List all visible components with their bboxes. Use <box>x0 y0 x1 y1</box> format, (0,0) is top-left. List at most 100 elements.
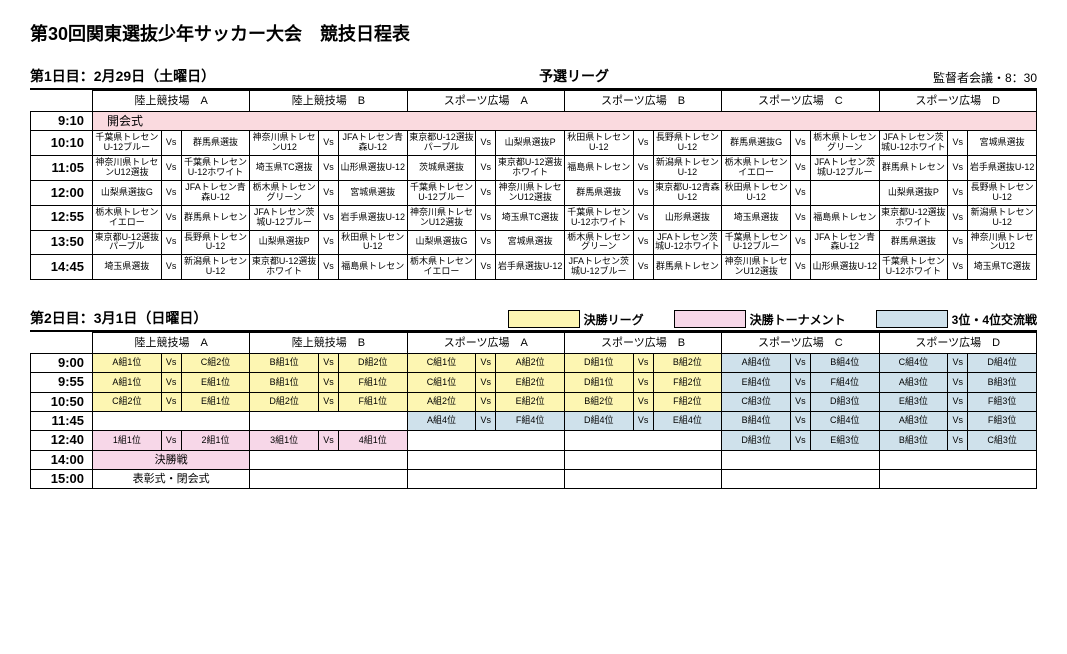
venue-header: 陸上競技場 B <box>250 333 407 354</box>
team-cell: E組2位 <box>496 373 565 392</box>
team-cell: 長野県トレセンU-12 <box>968 180 1037 205</box>
time-cell: 9:55 <box>31 373 93 392</box>
time-cell: 11:45 <box>31 412 93 431</box>
team-cell: 3組1位 <box>250 431 319 450</box>
team-cell: A組2位 <box>496 354 565 373</box>
team-cell: F組3位 <box>968 392 1037 411</box>
venue-header: スポーツ広場 C <box>722 91 879 112</box>
vs-cell: Vs <box>633 156 653 181</box>
team-cell: 山形県選抜U-12 <box>338 156 407 181</box>
team-cell: 埼玉県TC選抜 <box>968 255 1037 280</box>
team-cell: A組4位 <box>407 412 476 431</box>
venue-header: スポーツ広場 B <box>564 333 721 354</box>
team-cell: 栃木県トレセンイエロー <box>93 205 162 230</box>
legend-swatch <box>674 310 746 328</box>
team-cell: 群馬県選抜 <box>564 180 633 205</box>
span-cell: 表彰式・閉会式 <box>93 469 250 488</box>
vs-cell: Vs <box>318 373 338 392</box>
time-cell: 11:05 <box>31 156 93 181</box>
vs-cell: Vs <box>318 255 338 280</box>
day1-meeting: 監督者会議・8：30 <box>933 69 1037 86</box>
empty-cell <box>879 469 1036 488</box>
vs-cell: Vs <box>633 373 653 392</box>
team-cell: C組4位 <box>810 412 879 431</box>
day1-label: 第1日目：2月29日（土曜日） <box>30 66 215 86</box>
team-cell: D組1位 <box>564 373 633 392</box>
team-cell: 福島県トレセン <box>338 255 407 280</box>
team-cell: 4組1位 <box>338 431 407 450</box>
vs-cell: Vs <box>948 205 968 230</box>
team-cell: D組4位 <box>564 412 633 431</box>
empty-cell <box>407 469 564 488</box>
legend: 決勝リーグ決勝トーナメント3位・4位交流戦 <box>478 310 1037 328</box>
team-cell: E組4位 <box>722 373 791 392</box>
team-cell: C組2位 <box>93 392 162 411</box>
team-cell: F組4位 <box>496 412 565 431</box>
vs-cell: Vs <box>161 205 181 230</box>
team-cell: 宮城県選抜 <box>338 180 407 205</box>
day1-header: 第1日目：2月29日（土曜日） 予選リーグ 監督者会議・8：30 <box>30 66 1037 90</box>
team-cell: 長野県トレセンU-12 <box>653 131 722 156</box>
team-cell: 1組1位 <box>93 431 162 450</box>
vs-cell: Vs <box>318 131 338 156</box>
team-cell: A組1位 <box>93 354 162 373</box>
vs-cell: Vs <box>633 230 653 255</box>
team-cell: C組3位 <box>722 392 791 411</box>
team-cell: B組4位 <box>810 354 879 373</box>
team-cell <box>810 180 879 205</box>
empty-cell <box>250 412 407 431</box>
team-cell: 宮城県選抜 <box>496 230 565 255</box>
team-cell: F組2位 <box>653 392 722 411</box>
team-cell: 岩手県選抜U-12 <box>968 156 1037 181</box>
team-cell: F組2位 <box>653 373 722 392</box>
empty-cell <box>722 450 879 469</box>
team-cell: 栃木県トレセンイエロー <box>407 255 476 280</box>
day2-label: 第2日目：3月1日（日曜日） <box>30 308 207 328</box>
vs-cell: Vs <box>948 255 968 280</box>
team-cell: A組3位 <box>879 373 948 392</box>
team-cell: 栃木県トレセングリーン <box>250 180 319 205</box>
team-cell: C組1位 <box>407 373 476 392</box>
team-cell: 福島県トレセン <box>810 205 879 230</box>
team-cell: D組3位 <box>722 431 791 450</box>
vs-cell: Vs <box>948 180 968 205</box>
page-title: 第30回関東選抜少年サッカー大会 競技日程表 <box>30 20 1037 46</box>
vs-cell: Vs <box>318 205 338 230</box>
team-cell: 新潟県トレセンU-12 <box>181 255 250 280</box>
vs-cell: Vs <box>633 205 653 230</box>
time-cell: 10:10 <box>31 131 93 156</box>
venue-header: スポーツ広場 D <box>879 333 1036 354</box>
team-cell: 栃木県トレセングリーン <box>564 230 633 255</box>
team-cell: JFAトレセン青森U-12 <box>338 131 407 156</box>
vs-cell: Vs <box>476 156 496 181</box>
team-cell: 岩手県選抜U-12 <box>338 205 407 230</box>
venue-header: 陸上競技場 A <box>93 333 250 354</box>
team-cell: B組3位 <box>968 373 1037 392</box>
team-cell: 新潟県トレセンU-12 <box>968 205 1037 230</box>
team-cell: 群馬県選抜 <box>879 230 948 255</box>
team-cell: B組3位 <box>879 431 948 450</box>
team-cell: 神奈川県トレセンU12 <box>250 131 319 156</box>
team-cell: 埼玉県選抜 <box>722 205 791 230</box>
team-cell: B組1位 <box>250 354 319 373</box>
legend-label: 3位・4位交流戦 <box>952 311 1037 328</box>
time-cell: 14:45 <box>31 255 93 280</box>
team-cell: 神奈川県トレセンU12選抜 <box>407 205 476 230</box>
vs-cell: Vs <box>476 255 496 280</box>
vs-cell: Vs <box>161 180 181 205</box>
time-cell: 12:40 <box>31 431 93 450</box>
team-cell: 東京都U-12選抜パープル <box>93 230 162 255</box>
venue-header: 陸上競技場 A <box>93 91 250 112</box>
team-cell: 山梨県選抜P <box>879 180 948 205</box>
empty-cell <box>722 469 879 488</box>
team-cell: 埼玉県選抜 <box>93 255 162 280</box>
team-cell: 神奈川県トレセンU12選抜 <box>93 156 162 181</box>
vs-cell: Vs <box>633 255 653 280</box>
team-cell: 山形県選抜U-12 <box>810 255 879 280</box>
team-cell: E組1位 <box>181 373 250 392</box>
team-cell: C組3位 <box>968 431 1037 450</box>
team-cell: A組3位 <box>879 412 948 431</box>
team-cell: 群馬県選抜G <box>722 131 791 156</box>
vs-cell: Vs <box>790 354 810 373</box>
team-cell: 山梨県選抜P <box>250 230 319 255</box>
